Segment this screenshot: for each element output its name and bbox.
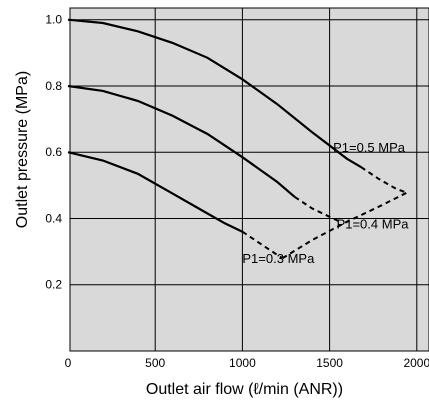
x-tick-label: 1000 xyxy=(229,356,256,370)
y-tick-label: 0.2 xyxy=(45,278,62,292)
series-line xyxy=(67,84,296,198)
y-tick-label: 0.4 xyxy=(45,211,62,225)
x-tick-label: 2000 xyxy=(403,356,429,370)
series-dashed-extension xyxy=(360,166,405,193)
x-tick-label: 1500 xyxy=(316,356,343,370)
y-tick-label: 0.8 xyxy=(45,79,62,93)
series-dashed-extension xyxy=(294,196,341,223)
series-line xyxy=(67,18,362,169)
curve-label: P1=0.4 MPa xyxy=(337,216,410,231)
x-tick-label: 0 xyxy=(65,356,72,370)
x-tick-label: 500 xyxy=(145,356,165,370)
axis-ticks: 0 500 1000 1500 2000 0.2 0.4 0.6 0.8 1.0 xyxy=(45,13,429,370)
curve-label: P1=0.5 MPa xyxy=(333,140,406,155)
y-tick-label: 1.0 xyxy=(45,13,62,27)
curve-annotations: P1=0.5 MPa P1=0.4 MPa P1=0.3 MPa xyxy=(242,140,409,266)
series-line xyxy=(67,151,243,233)
y-tick-label: 0.6 xyxy=(45,145,62,159)
series-dashed-extension xyxy=(241,230,284,260)
x-axis-title: Outlet air flow (ℓ/min (ANR)) xyxy=(146,381,343,398)
envelope-dashed-line xyxy=(281,191,409,260)
y-axis-title: Outlet pressure (MPa) xyxy=(14,71,31,228)
grid-lines xyxy=(70,8,429,351)
plot-background xyxy=(69,7,429,352)
curve-label: P1=0.3 MPa xyxy=(242,251,315,266)
pressure-curves xyxy=(67,18,409,260)
